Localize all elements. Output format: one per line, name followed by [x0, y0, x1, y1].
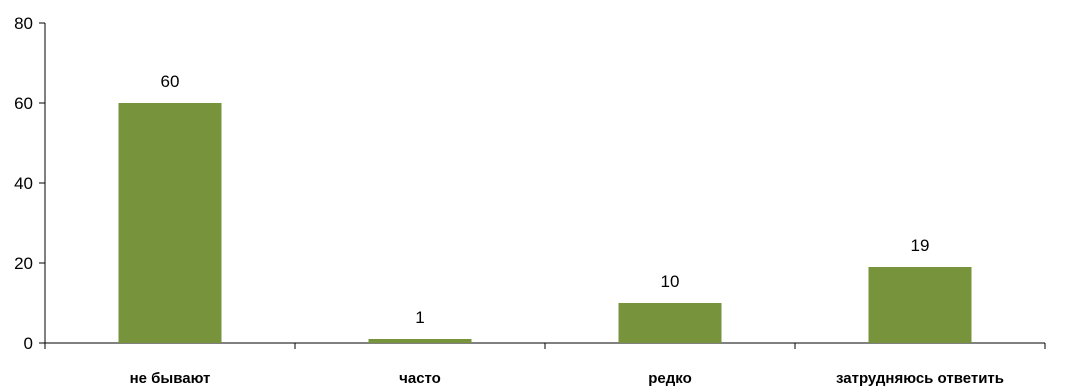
data-label: 1 [415, 308, 424, 327]
data-labels: 60 1 10 19 [161, 72, 930, 327]
y-axis: 0 20 40 60 80 [14, 14, 46, 353]
y-tick-label: 60 [14, 94, 33, 113]
y-tick-label: 40 [14, 174, 33, 193]
x-tick-label: часто [399, 370, 441, 387]
data-label: 60 [161, 72, 180, 91]
data-label: 19 [911, 236, 930, 255]
bar [618, 303, 722, 343]
y-tick-label: 80 [14, 14, 33, 33]
x-axis: не бывают часто редко затрудняюсь ответить [44, 342, 1046, 387]
data-label: 10 [661, 272, 680, 291]
bar [868, 267, 972, 343]
bar [118, 103, 222, 343]
bar [368, 339, 472, 343]
y-tick-label: 20 [14, 254, 33, 273]
x-tick-label: затрудняюсь ответить [836, 370, 1004, 387]
x-tick-label: не бывают [130, 370, 211, 387]
x-tick-label: редко [648, 370, 692, 387]
y-tick-label: 0 [24, 334, 33, 353]
bars [118, 103, 972, 343]
